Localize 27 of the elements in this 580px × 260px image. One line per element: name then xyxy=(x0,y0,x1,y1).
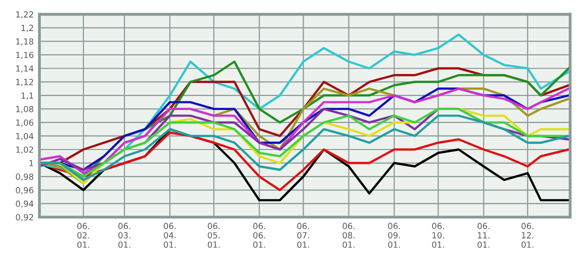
x-tick-label: 06. 02. 01. xyxy=(77,222,90,248)
y-tick-label: 1,14 xyxy=(16,65,34,73)
x-tick-label: 06. 12. 01. xyxy=(522,222,534,248)
y-tick-label: 1,18 xyxy=(16,38,34,46)
x-tick-label: 06. 03. 01. xyxy=(118,222,130,248)
x-tick-label: 06. 06. 01. xyxy=(253,222,266,248)
x-tick-label: 06. 08. 01. xyxy=(342,222,354,248)
y-tick-label: 1,08 xyxy=(16,106,34,114)
y-tick-label: 1,04 xyxy=(16,132,34,140)
y-tick-label: 1,22 xyxy=(16,11,34,18)
y-tick-label: 1,16 xyxy=(16,52,34,59)
x-tick-label: 06. 04. 01. xyxy=(164,222,176,248)
y-tick-label: 1 xyxy=(30,160,34,166)
y-tick-label: 0,96 xyxy=(16,187,34,194)
y-tick-label: 1,1 xyxy=(22,92,34,100)
x-tick-label: 06. 11. 01. xyxy=(478,222,490,248)
x-tick-label: 06. 10. 01. xyxy=(432,222,444,248)
y-tick-label: 0,94 xyxy=(16,200,34,208)
y-tick-label: 1,02 xyxy=(16,146,34,154)
x-tick-label: 06. 07. 01. xyxy=(297,222,310,248)
y-tick-label: 0,92 xyxy=(16,214,34,222)
y-tick-label: 1,06 xyxy=(16,119,34,127)
x-tick-label: 06. 05. 01. xyxy=(208,222,220,248)
x-tick-label: 06. 09. 01. xyxy=(388,222,400,248)
y-tick-label: 0,98 xyxy=(16,174,34,181)
y-tick-label: 1,2 xyxy=(22,24,34,32)
y-tick-label: 1,12 xyxy=(16,78,34,86)
